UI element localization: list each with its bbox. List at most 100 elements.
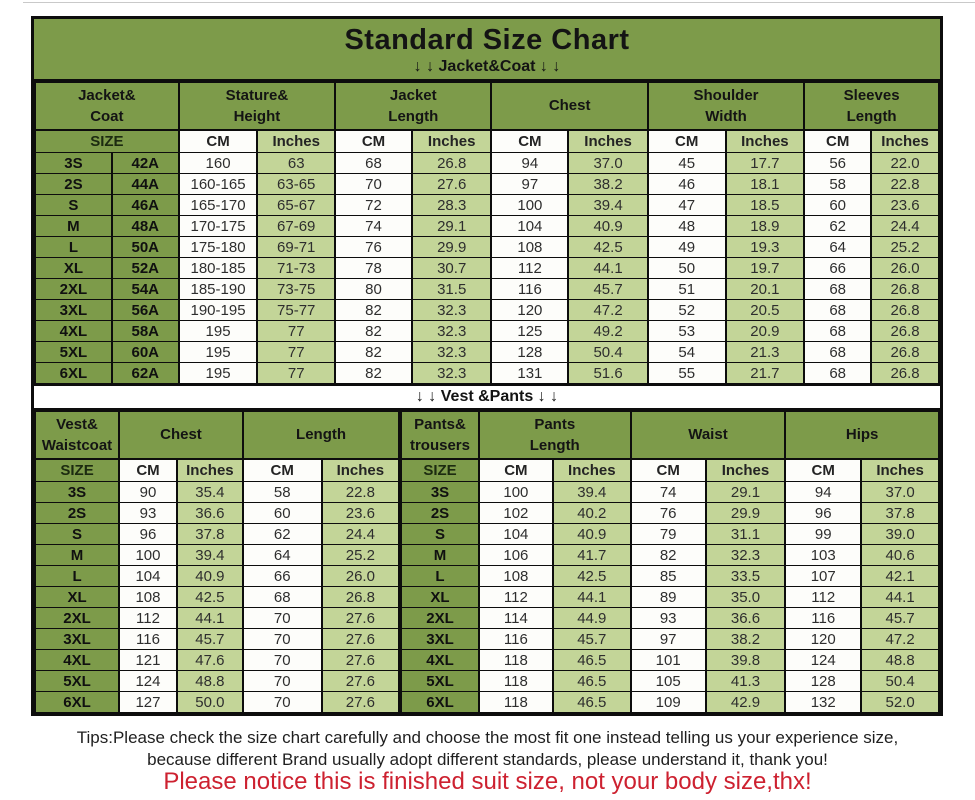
cell: 6XL	[33, 691, 121, 714]
cell: L	[398, 565, 480, 588]
cell: 21.7	[724, 362, 806, 385]
cell: 40.6	[860, 544, 940, 567]
cell: 26.8	[870, 278, 940, 301]
inches-header: Inches	[704, 458, 787, 483]
column-header: Length	[241, 410, 402, 461]
table-row: 3S 90 35.4 58 22.8 3S 100 39.4 74 29.1 94 37.0	[33, 481, 940, 504]
cell: 62	[241, 523, 323, 546]
cell: 108	[490, 236, 570, 259]
cell: 50.4	[860, 670, 940, 693]
cell: 99	[784, 523, 863, 546]
cell: 2XL	[33, 607, 121, 630]
cell: 32.3	[410, 341, 493, 364]
cell: 44A	[110, 173, 180, 196]
cell: 44.1	[860, 586, 940, 609]
cell: 90	[118, 481, 178, 504]
cell: 93	[118, 502, 178, 525]
cell: 104	[118, 565, 178, 588]
cell: 3S	[34, 152, 113, 175]
table-row: XL 52A 180-185 71-73 78 30.7 112 44.1 50 19.7 66 26…	[34, 257, 940, 280]
vest-pants-table: Vest& Waistcoat Chest Length Pants& trou…	[33, 410, 940, 714]
cell: 89	[629, 586, 707, 609]
cell: 19.7	[724, 257, 806, 280]
cell: 32.3	[410, 362, 493, 385]
cell: 39.4	[567, 194, 649, 217]
cell: 160	[177, 152, 259, 175]
cell: 37.0	[567, 152, 649, 175]
cell: 69-71	[256, 236, 337, 259]
cell: 42.9	[704, 691, 787, 714]
cell: 46.5	[551, 649, 632, 672]
notice-text: Please notice this is finished suit size…	[163, 768, 812, 795]
cell: 131	[490, 362, 570, 385]
cm-header: CM	[241, 458, 323, 483]
cell: 100	[118, 544, 178, 567]
cell: 76	[334, 236, 413, 259]
cell: 24.4	[320, 523, 402, 546]
cell: 128	[490, 341, 570, 364]
cell: 21.3	[724, 341, 806, 364]
cell: 20.5	[724, 299, 806, 322]
table-row: 6XL 127 50.0 70 27.6 6XL 118 46.5 109 42.9 132 52.0	[33, 691, 940, 714]
cell: 41.3	[704, 670, 787, 693]
cell: 4XL	[33, 649, 121, 672]
table-row: S 46A 165-170 65-67 72 28.3 100 39.4 47 18.5 60 23.…	[34, 194, 940, 217]
cell: 45.7	[175, 628, 244, 651]
cell: 55	[646, 362, 727, 385]
cell: L	[34, 236, 113, 259]
cell: 24.4	[870, 215, 940, 238]
cell: 82	[334, 362, 413, 385]
inches-header: Inches	[870, 129, 940, 154]
cell: 27.6	[320, 670, 402, 693]
cell: 97	[629, 628, 707, 651]
column-header: Chest	[490, 81, 649, 132]
cell: 128	[784, 670, 863, 693]
table-row: 2XL 112 44.1 70 27.6 2XL 114 44.9 93 36.6 116 45.7	[33, 607, 940, 630]
cell: 64	[241, 544, 323, 567]
table-row: 4XL 58A 195 77 82 32.3 125 49.2 53 20.9 68 26.8	[34, 320, 940, 343]
column-header: Stature& Height	[177, 81, 337, 132]
cell: 32.3	[410, 320, 493, 343]
cell: 46.5	[551, 670, 632, 693]
inches-header: Inches	[724, 129, 806, 154]
cell: 5XL	[33, 670, 121, 693]
cell: 121	[118, 649, 178, 672]
cell: 71-73	[256, 257, 337, 280]
cell: 78	[334, 257, 413, 280]
cell: 40.9	[551, 523, 632, 546]
cm-header: CM	[629, 458, 707, 483]
cell: 93	[629, 607, 707, 630]
cell: 118	[477, 649, 554, 672]
cell: 165-170	[177, 194, 259, 217]
cell: 68	[241, 586, 323, 609]
cell: S	[33, 523, 121, 546]
cell: 31.1	[704, 523, 787, 546]
cell: 2S	[34, 173, 113, 196]
cell: 170-175	[177, 215, 259, 238]
cell: 72	[334, 194, 413, 217]
cell: 36.6	[704, 607, 787, 630]
column-header: Jacket Length	[334, 81, 493, 132]
cell: 190-195	[177, 299, 259, 322]
cell: M	[33, 544, 121, 567]
cell: 54	[646, 341, 727, 364]
cell: 27.6	[410, 173, 493, 196]
cell: 77	[256, 320, 337, 343]
cell: 62	[803, 215, 873, 238]
cell: 50	[646, 257, 727, 280]
table-row: 5XL 124 48.8 70 27.6 5XL 118 46.5 105 41.3 128 50.4	[33, 670, 940, 693]
cell: 120	[490, 299, 570, 322]
cell: 76	[629, 502, 707, 525]
cell: 160-165	[177, 173, 259, 196]
cell: 42A	[110, 152, 180, 175]
table-row: XL 108 42.5 68 26.8 XL 112 44.1 89 35.0 112 44.1	[33, 586, 940, 609]
cell: 96	[118, 523, 178, 546]
size-chart: Standard Size Chart ↓ ↓ Jacket&Coat ↓ ↓ …	[31, 16, 943, 717]
cm-header: CM	[490, 129, 570, 154]
cell: 52.0	[860, 691, 940, 714]
cell: 68	[803, 320, 873, 343]
cm-header: CM	[803, 129, 873, 154]
cell: 37.8	[860, 502, 940, 525]
cell: 47	[646, 194, 727, 217]
cell: 32.3	[704, 544, 787, 567]
